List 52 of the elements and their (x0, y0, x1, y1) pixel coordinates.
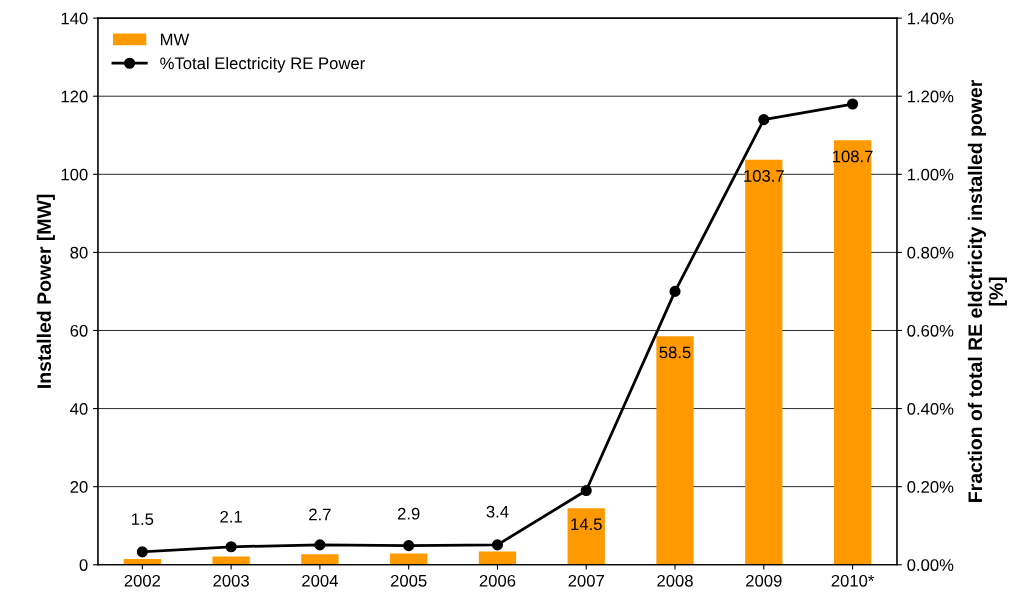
bar (478, 551, 517, 565)
y-tick-label: 120 (61, 90, 88, 103)
x-tick-label: 2002 (124, 574, 161, 587)
y2-tick-label: 1.20% (907, 90, 954, 103)
y2-tick-label: 1.40% (907, 12, 954, 25)
y-tick-label: 20 (70, 481, 88, 493)
point (758, 114, 770, 126)
point (580, 484, 592, 497)
y-tick-label: 80 (70, 246, 88, 259)
y-tick-label: 140 (61, 12, 88, 25)
data-label: 2.1 (220, 510, 242, 523)
x-tick-label: 2004 (302, 574, 338, 587)
x-tick-label: 2006 (479, 574, 516, 587)
y2-tick-label: 0.00% (907, 559, 954, 571)
x-tick-label: 2005 (390, 574, 427, 587)
bar (656, 336, 694, 565)
data-label: 14.5 (571, 518, 602, 531)
y-axis-title: Installed Power [MW] (36, 194, 55, 388)
y2-tick-label: 1.00% (907, 168, 954, 181)
data-label: 3.4 (486, 505, 509, 518)
x-tick-label: 2009 (746, 574, 782, 587)
y2-tick-label: 0.40% (907, 402, 954, 415)
x-tick-label: 2007 (568, 574, 604, 587)
point (314, 539, 326, 551)
y-tick-label: 40 (70, 402, 88, 415)
y-tick-label: 100 (61, 168, 88, 181)
data-label: 58.5 (659, 346, 691, 359)
legend-label: MW (160, 33, 190, 46)
y-tick-label: 60 (70, 324, 88, 337)
y2-axis-title: Fraction of total RE eldctricity installed power [%] (967, 79, 1007, 502)
x-tick-label: 2003 (213, 574, 249, 587)
y2-tick-label: 0.20% (907, 481, 954, 493)
legend-label: %Total Electricity RE Power (160, 56, 365, 73)
x-tick-label: 2010* (831, 574, 875, 587)
y-tick-label: 0 (79, 559, 88, 571)
point (136, 546, 148, 558)
bar (833, 140, 872, 565)
data-label: 2.7 (309, 508, 331, 521)
y2-tick-label: 0.80% (907, 246, 954, 259)
point (847, 98, 859, 110)
data-label: 1.5 (132, 513, 154, 526)
bar (567, 508, 605, 565)
y2-tick-label: 0.60% (907, 324, 954, 337)
bar (745, 159, 783, 565)
x-tick-label: 2008 (657, 574, 693, 587)
point (403, 540, 415, 552)
point (225, 541, 237, 553)
data-label: 2.9 (397, 507, 420, 520)
bar (301, 554, 339, 565)
bar (390, 553, 428, 565)
point (491, 539, 504, 551)
point (669, 285, 681, 297)
